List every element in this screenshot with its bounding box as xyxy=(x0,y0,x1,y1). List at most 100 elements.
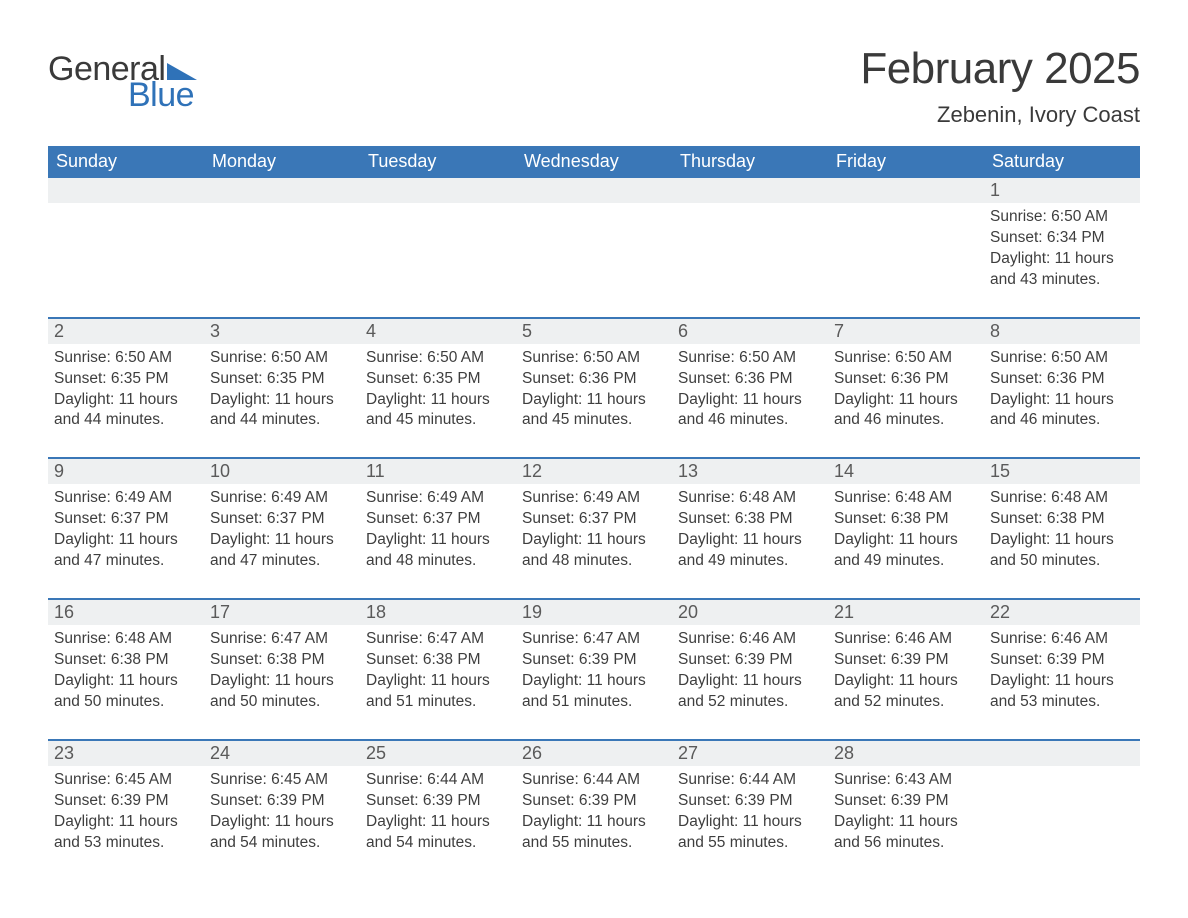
sunset-text: Sunset: 6:39 PM xyxy=(834,650,976,671)
day-number: 24 xyxy=(204,741,360,766)
day-number xyxy=(48,178,204,203)
sunrise-text: Sunrise: 6:46 AM xyxy=(990,629,1132,650)
daylight-text: Daylight: 11 hours and 51 minutes. xyxy=(366,671,508,713)
day-cell: Sunrise: 6:47 AMSunset: 6:38 PMDaylight:… xyxy=(204,629,360,713)
sunset-text: Sunset: 6:39 PM xyxy=(834,791,976,812)
calendar-page: General Blue February 2025 Zebenin, Ivor… xyxy=(0,0,1188,893)
day-number: 17 xyxy=(204,600,360,625)
sunset-text: Sunset: 6:39 PM xyxy=(678,791,820,812)
weekday-header: Saturday xyxy=(984,146,1140,178)
day-cell: Sunrise: 6:48 AMSunset: 6:38 PMDaylight:… xyxy=(48,629,204,713)
day-number xyxy=(516,178,672,203)
day-cell: Sunrise: 6:46 AMSunset: 6:39 PMDaylight:… xyxy=(984,629,1140,713)
week-row: Sunrise: 6:48 AMSunset: 6:38 PMDaylight:… xyxy=(48,625,1140,713)
day-cell xyxy=(984,770,1140,854)
day-cell: Sunrise: 6:46 AMSunset: 6:39 PMDaylight:… xyxy=(672,629,828,713)
day-cell: Sunrise: 6:47 AMSunset: 6:38 PMDaylight:… xyxy=(360,629,516,713)
day-cell xyxy=(516,207,672,291)
sunrise-text: Sunrise: 6:49 AM xyxy=(54,488,196,509)
sunrise-text: Sunrise: 6:46 AM xyxy=(678,629,820,650)
logo: General Blue xyxy=(48,38,197,112)
sunrise-text: Sunrise: 6:50 AM xyxy=(210,348,352,369)
week-row: Sunrise: 6:50 AMSunset: 6:34 PMDaylight:… xyxy=(48,203,1140,291)
sunrise-text: Sunrise: 6:49 AM xyxy=(210,488,352,509)
day-cell xyxy=(672,207,828,291)
day-number: 1 xyxy=(984,178,1140,203)
day-number-bar: 9101112131415 xyxy=(48,457,1140,484)
day-number: 10 xyxy=(204,459,360,484)
sunset-text: Sunset: 6:39 PM xyxy=(678,650,820,671)
daylight-text: Daylight: 11 hours and 52 minutes. xyxy=(678,671,820,713)
day-number: 4 xyxy=(360,319,516,344)
day-cell: Sunrise: 6:50 AMSunset: 6:36 PMDaylight:… xyxy=(828,348,984,432)
sunset-text: Sunset: 6:37 PM xyxy=(522,509,664,530)
day-number-bar: 2345678 xyxy=(48,317,1140,344)
sunrise-text: Sunrise: 6:48 AM xyxy=(678,488,820,509)
day-cell: Sunrise: 6:50 AMSunset: 6:36 PMDaylight:… xyxy=(672,348,828,432)
daylight-text: Daylight: 11 hours and 55 minutes. xyxy=(522,812,664,854)
sunrise-text: Sunrise: 6:44 AM xyxy=(522,770,664,791)
day-cell: Sunrise: 6:47 AMSunset: 6:39 PMDaylight:… xyxy=(516,629,672,713)
day-number: 16 xyxy=(48,600,204,625)
weekday-header: Monday xyxy=(204,146,360,178)
sunset-text: Sunset: 6:36 PM xyxy=(834,369,976,390)
weekday-header: Wednesday xyxy=(516,146,672,178)
day-number: 27 xyxy=(672,741,828,766)
daylight-text: Daylight: 11 hours and 43 minutes. xyxy=(990,249,1132,291)
day-number: 21 xyxy=(828,600,984,625)
weekday-header-row: SundayMondayTuesdayWednesdayThursdayFrid… xyxy=(48,146,1140,178)
sunset-text: Sunset: 6:39 PM xyxy=(522,791,664,812)
daylight-text: Daylight: 11 hours and 49 minutes. xyxy=(834,530,976,572)
day-number xyxy=(204,178,360,203)
topbar: General Blue February 2025 Zebenin, Ivor… xyxy=(48,38,1140,128)
day-number xyxy=(984,741,1140,766)
sunrise-text: Sunrise: 6:47 AM xyxy=(210,629,352,650)
daylight-text: Daylight: 11 hours and 45 minutes. xyxy=(522,390,664,432)
day-number: 3 xyxy=(204,319,360,344)
day-number: 19 xyxy=(516,600,672,625)
daylight-text: Daylight: 11 hours and 55 minutes. xyxy=(678,812,820,854)
day-number: 25 xyxy=(360,741,516,766)
sunrise-text: Sunrise: 6:50 AM xyxy=(834,348,976,369)
day-number: 5 xyxy=(516,319,672,344)
day-number-bar: 232425262728 xyxy=(48,739,1140,766)
sunrise-text: Sunrise: 6:45 AM xyxy=(54,770,196,791)
sunrise-text: Sunrise: 6:44 AM xyxy=(366,770,508,791)
daylight-text: Daylight: 11 hours and 46 minutes. xyxy=(678,390,820,432)
day-cell xyxy=(360,207,516,291)
weekday-header: Friday xyxy=(828,146,984,178)
sunset-text: Sunset: 6:35 PM xyxy=(210,369,352,390)
sunrise-text: Sunrise: 6:48 AM xyxy=(54,629,196,650)
sunset-text: Sunset: 6:39 PM xyxy=(522,650,664,671)
sunrise-text: Sunrise: 6:47 AM xyxy=(522,629,664,650)
daylight-text: Daylight: 11 hours and 46 minutes. xyxy=(834,390,976,432)
day-cell xyxy=(204,207,360,291)
daylight-text: Daylight: 11 hours and 47 minutes. xyxy=(210,530,352,572)
day-number-bar: 16171819202122 xyxy=(48,598,1140,625)
sunrise-text: Sunrise: 6:49 AM xyxy=(522,488,664,509)
sunrise-text: Sunrise: 6:50 AM xyxy=(522,348,664,369)
day-number: 22 xyxy=(984,600,1140,625)
day-cell: Sunrise: 6:49 AMSunset: 6:37 PMDaylight:… xyxy=(516,488,672,572)
daylight-text: Daylight: 11 hours and 44 minutes. xyxy=(54,390,196,432)
day-number: 15 xyxy=(984,459,1140,484)
sunset-text: Sunset: 6:37 PM xyxy=(54,509,196,530)
daylight-text: Daylight: 11 hours and 50 minutes. xyxy=(54,671,196,713)
sunrise-text: Sunrise: 6:48 AM xyxy=(990,488,1132,509)
day-number: 28 xyxy=(828,741,984,766)
sunset-text: Sunset: 6:36 PM xyxy=(522,369,664,390)
sunset-text: Sunset: 6:35 PM xyxy=(54,369,196,390)
day-number xyxy=(360,178,516,203)
day-cell: Sunrise: 6:49 AMSunset: 6:37 PMDaylight:… xyxy=(360,488,516,572)
week-row: Sunrise: 6:49 AMSunset: 6:37 PMDaylight:… xyxy=(48,484,1140,572)
location-label: Zebenin, Ivory Coast xyxy=(860,102,1140,128)
daylight-text: Daylight: 11 hours and 46 minutes. xyxy=(990,390,1132,432)
day-cell: Sunrise: 6:44 AMSunset: 6:39 PMDaylight:… xyxy=(516,770,672,854)
day-number: 12 xyxy=(516,459,672,484)
sunset-text: Sunset: 6:36 PM xyxy=(990,369,1132,390)
sunset-text: Sunset: 6:36 PM xyxy=(678,369,820,390)
sunrise-text: Sunrise: 6:47 AM xyxy=(366,629,508,650)
weeks-container: 1Sunrise: 6:50 AMSunset: 6:34 PMDaylight… xyxy=(48,178,1140,853)
logo-text-2: Blue xyxy=(128,78,197,112)
day-cell: Sunrise: 6:50 AMSunset: 6:36 PMDaylight:… xyxy=(984,348,1140,432)
